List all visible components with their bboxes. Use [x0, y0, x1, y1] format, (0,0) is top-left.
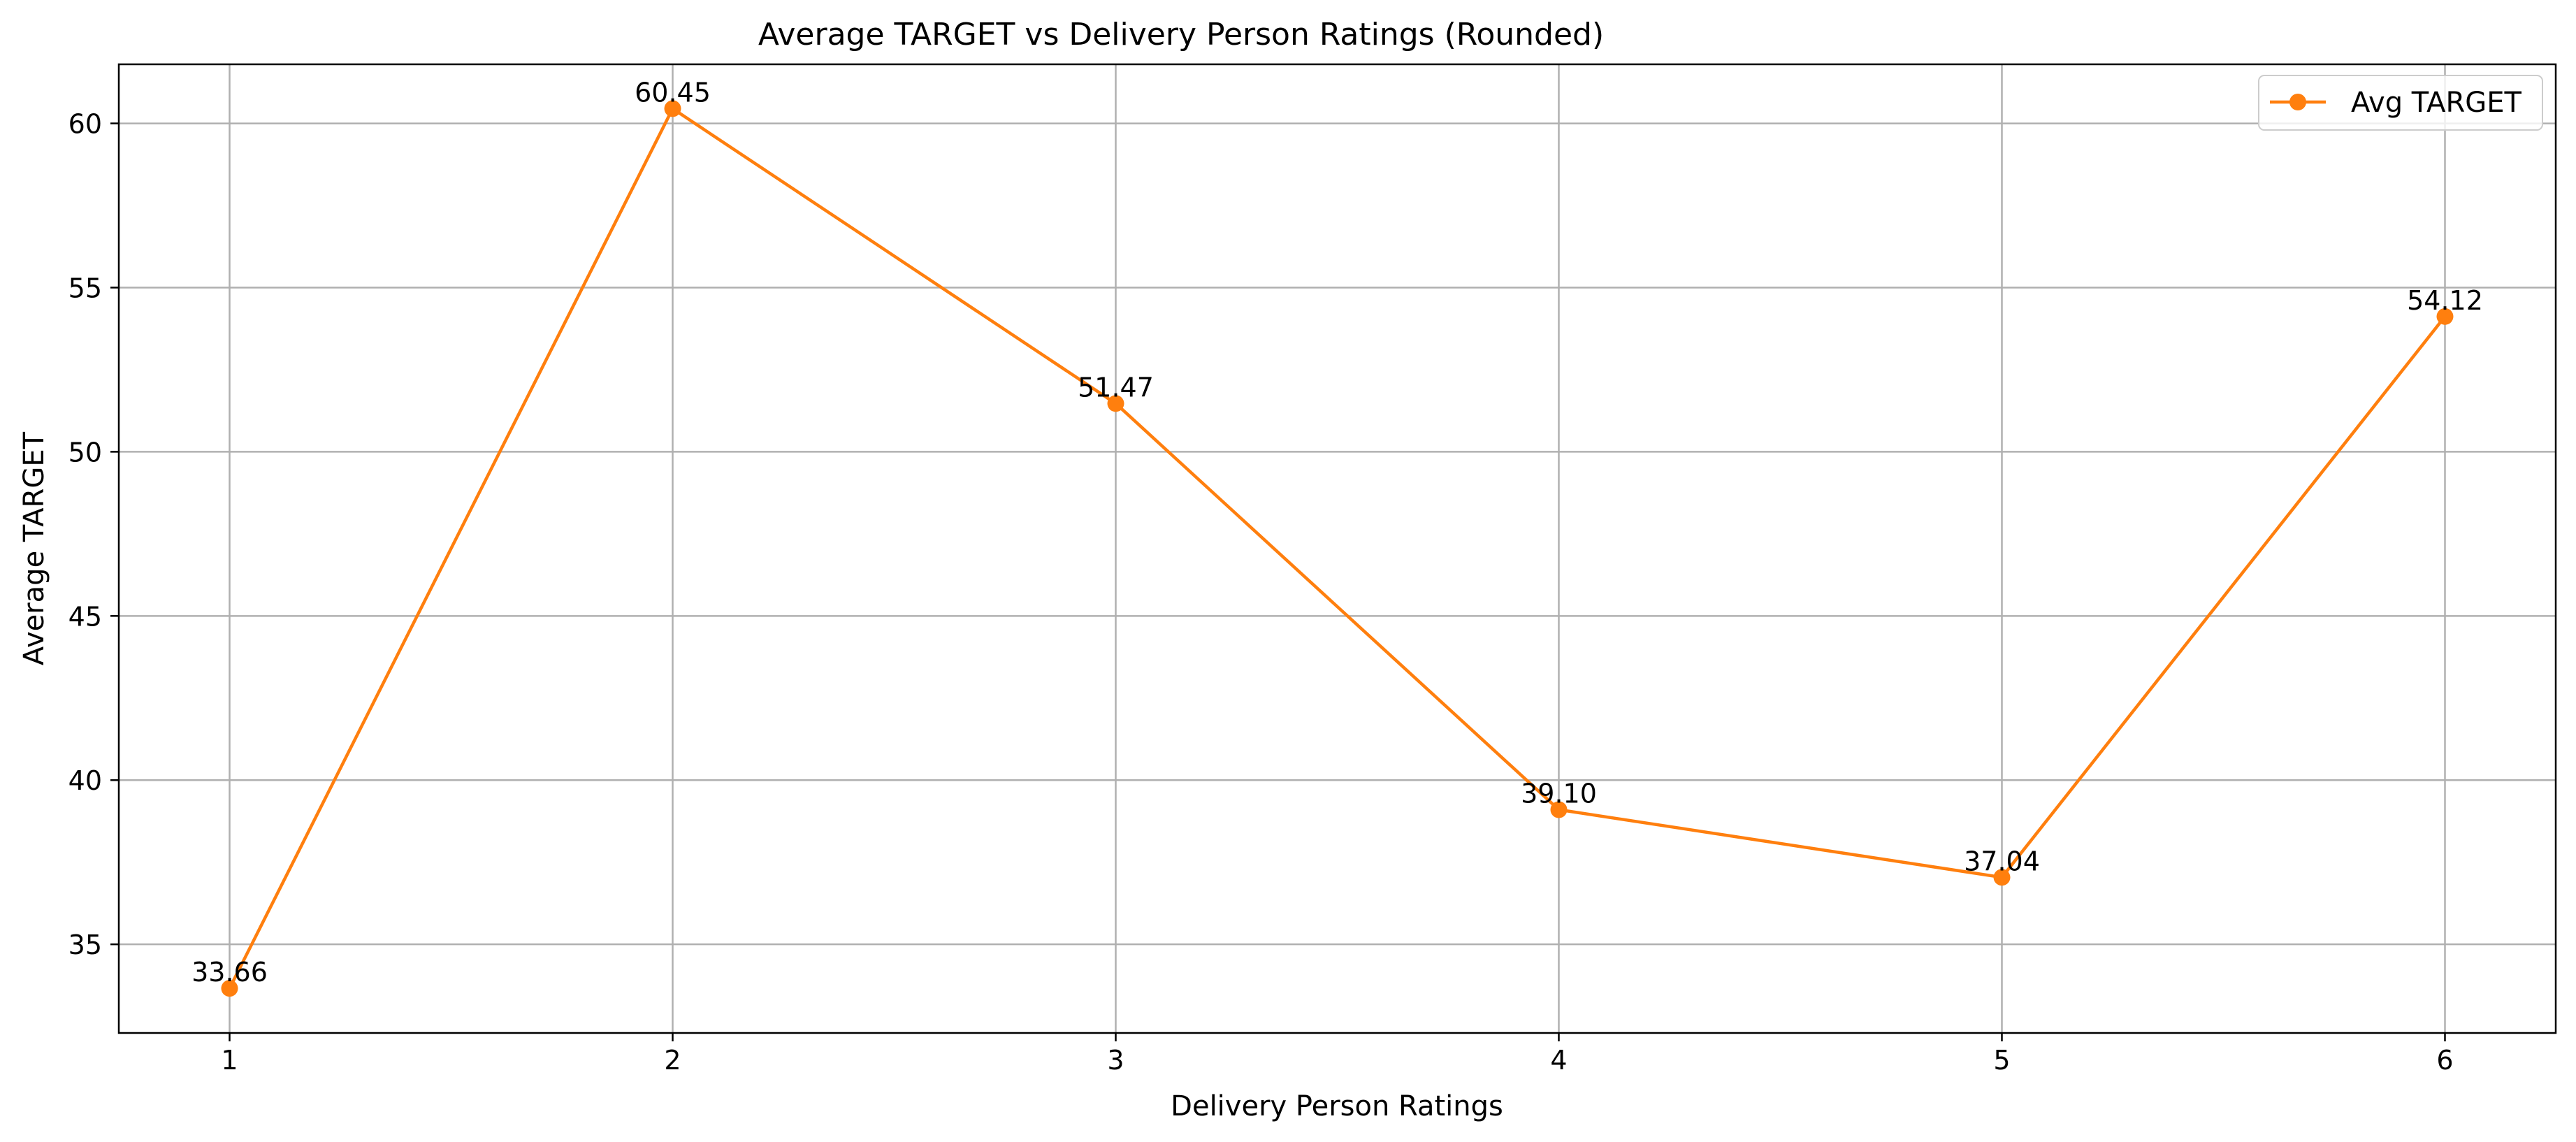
y-tick-label: 60	[68, 109, 102, 140]
data-label: 54.12	[2407, 285, 2483, 316]
y-axis-label: Average TARGET	[18, 431, 50, 665]
data-labels: 33.66 60.45 51.47 39.10 37.04 54.12	[191, 77, 2483, 988]
data-point	[221, 980, 238, 997]
legend: Avg TARGET	[2258, 75, 2543, 131]
data-label: 51.47	[1078, 372, 1154, 403]
data-point	[1550, 801, 1568, 818]
legend-entry-avg-target: Avg TARGET	[2351, 87, 2522, 119]
legend-box	[2258, 75, 2543, 131]
y-tick-label: 55	[68, 273, 102, 303]
x-tick-label: 2	[664, 1045, 681, 1076]
y-axis-ticks: 35 40 45 50 55 60	[68, 109, 119, 960]
grid-lines	[119, 64, 2556, 1033]
data-label: 33.66	[191, 957, 268, 988]
data-point	[664, 100, 681, 117]
x-tick-label: 6	[2436, 1045, 2453, 1076]
y-tick-label: 50	[68, 437, 102, 468]
y-tick-label: 40	[68, 765, 102, 796]
plot-area-frame	[117, 63, 2557, 1034]
x-tick-label: 1	[221, 1045, 238, 1076]
chart-title: Average TARGET vs Delivery Person Rating…	[758, 17, 1604, 52]
data-points	[221, 100, 2454, 997]
data-point	[1993, 869, 2011, 886]
data-point	[2436, 308, 2454, 325]
x-axis-ticks: 1 2 3 4 5 6	[221, 1033, 2454, 1076]
series-line-group	[228, 107, 2447, 990]
y-tick-label: 45	[68, 601, 102, 632]
x-tick-label: 5	[1993, 1045, 2010, 1076]
series-line-avg-target	[228, 107, 2447, 990]
x-tick-label: 4	[1550, 1045, 1567, 1076]
data-label: 39.10	[1521, 779, 1597, 809]
data-label: 37.04	[1964, 846, 2040, 876]
data-label: 60.45	[635, 77, 711, 108]
x-axis-label: Delivery Person Ratings	[1171, 1090, 1503, 1122]
x-tick-label: 3	[1107, 1045, 1124, 1076]
legend-marker-swatch	[2289, 94, 2306, 110]
y-tick-label: 35	[68, 930, 102, 960]
data-point	[1107, 395, 1124, 412]
